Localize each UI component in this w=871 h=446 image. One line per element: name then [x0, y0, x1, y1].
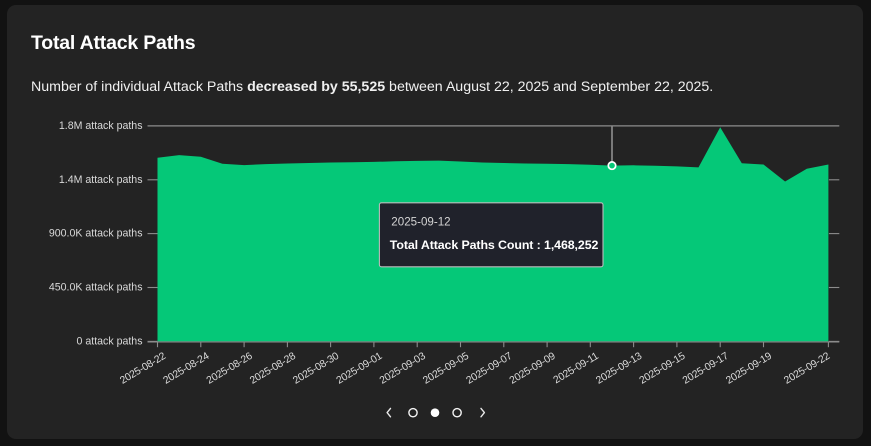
svg-text:0 attack paths: 0 attack paths: [77, 335, 143, 347]
svg-text:2025-09-19: 2025-09-19: [724, 351, 774, 387]
svg-text:2025-09-05: 2025-09-05: [421, 351, 471, 387]
svg-text:2025-09-12: 2025-09-12: [391, 215, 450, 228]
svg-text:2025-09-13: 2025-09-13: [594, 351, 644, 387]
svg-text:900.0K attack paths: 900.0K attack paths: [49, 228, 143, 240]
svg-text:2025-08-30: 2025-08-30: [291, 351, 341, 387]
svg-text:2025-08-24: 2025-08-24: [162, 351, 212, 387]
svg-text:2025-09-03: 2025-09-03: [378, 351, 428, 387]
svg-text:1.8M attack paths: 1.8M attack paths: [59, 120, 143, 132]
svg-text:2025-09-07: 2025-09-07: [465, 351, 515, 387]
svg-text:Total Attack Paths Count : 1,4: Total Attack Paths Count : 1,468,252: [390, 238, 599, 252]
svg-text:450.0K attack paths: 450.0K attack paths: [49, 282, 143, 294]
svg-text:2025-09-15: 2025-09-15: [638, 351, 688, 387]
svg-text:2025-08-28: 2025-08-28: [248, 351, 298, 387]
svg-text:2025-09-11: 2025-09-11: [552, 351, 601, 387]
svg-text:2025-09-09: 2025-09-09: [508, 351, 558, 387]
svg-text:2025-09-22: 2025-09-22: [782, 351, 832, 387]
svg-text:2025-08-26: 2025-08-26: [205, 351, 255, 387]
svg-text:2025-08-22: 2025-08-22: [118, 351, 168, 387]
svg-text:2025-09-17: 2025-09-17: [681, 351, 731, 387]
svg-text:2025-09-01: 2025-09-01: [335, 351, 385, 387]
svg-text:1.4M attack paths: 1.4M attack paths: [59, 174, 143, 186]
